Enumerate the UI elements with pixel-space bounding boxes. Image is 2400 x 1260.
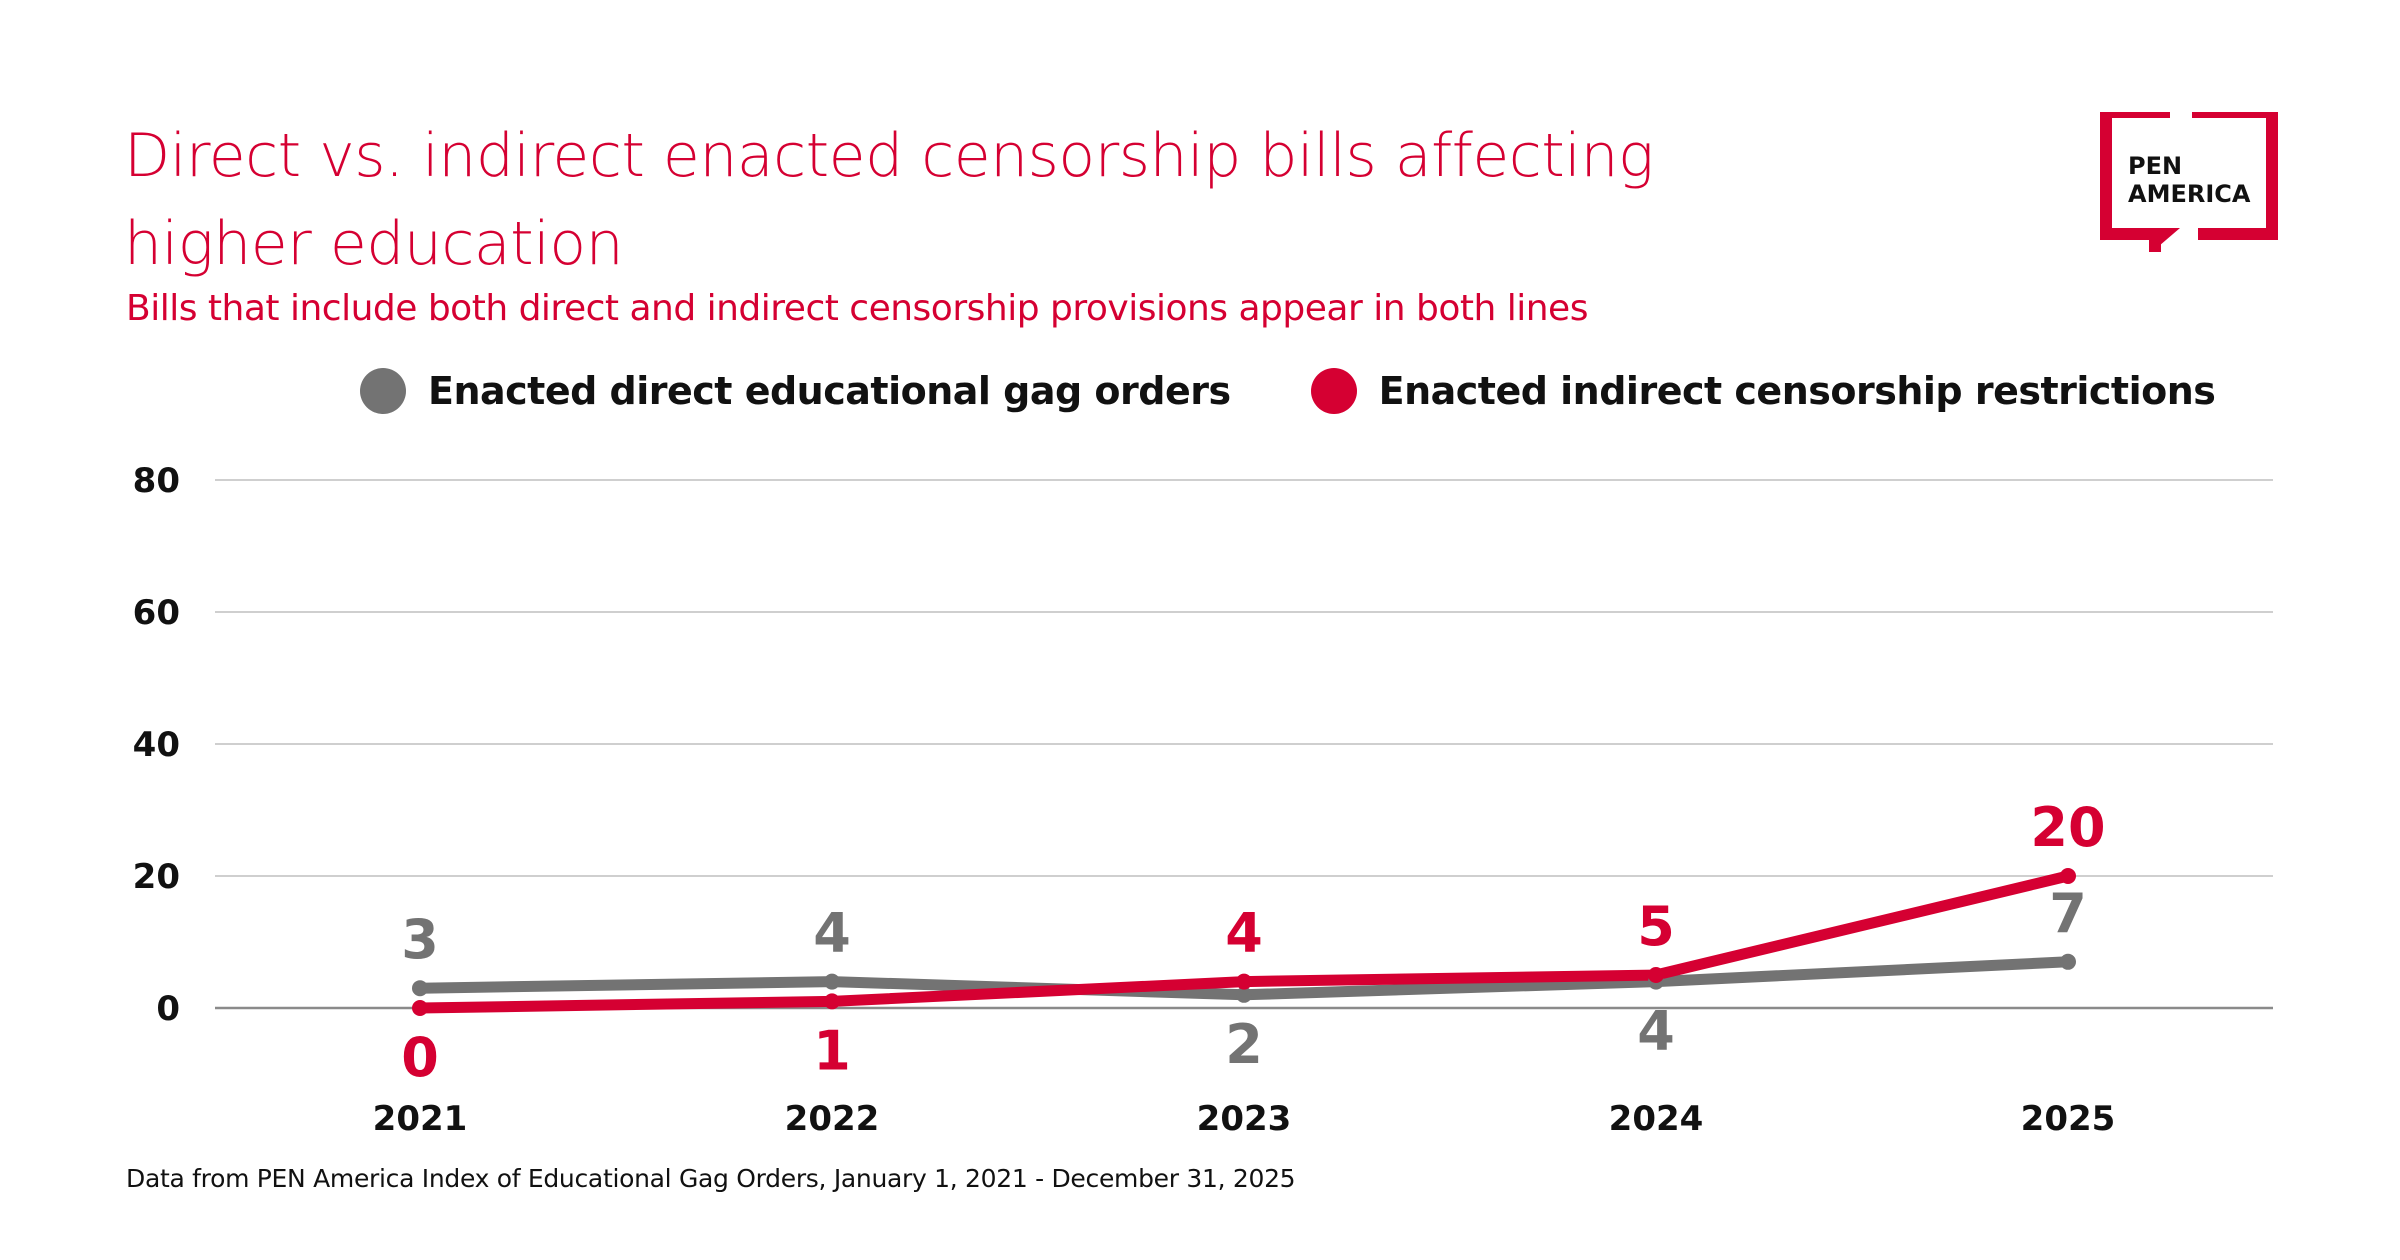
legend-item-indirect: Enacted indirect censorship restrictions <box>1310 368 2216 414</box>
data-labels: 3 4 2 4 7 0 1 4 5 20 <box>401 796 2105 1089</box>
data-label: 1 <box>813 1019 851 1082</box>
data-point <box>2060 953 2076 970</box>
data-point <box>1236 973 1252 990</box>
y-tick-label: 20 <box>133 857 180 897</box>
pen-america-logo: PEN AMERICA <box>2100 106 2280 256</box>
legend: Enacted direct educational gag orders En… <box>360 368 2295 414</box>
data-point <box>824 973 840 990</box>
data-label: 4 <box>1225 902 1263 965</box>
data-label: 3 <box>401 908 439 971</box>
x-tick-label: 2022 <box>785 1099 880 1139</box>
data-point <box>412 1000 428 1016</box>
data-point <box>1648 967 1664 983</box>
y-tick-label: 80 <box>133 461 180 501</box>
y-tick-label: 40 <box>133 725 180 765</box>
data-label: 4 <box>1637 1000 1675 1063</box>
data-label: 5 <box>1637 895 1675 958</box>
y-tick-label: 0 <box>156 989 180 1029</box>
data-label: 2 <box>1225 1013 1263 1076</box>
data-label: 4 <box>813 902 851 965</box>
legend-label-indirect: Enacted indirect censorship restrictions <box>1378 369 2216 413</box>
data-point <box>412 980 428 997</box>
y-tick-label: 60 <box>133 593 180 633</box>
y-axis-ticks: 0 20 40 60 80 <box>133 461 180 1029</box>
data-label: 20 <box>2030 796 2105 859</box>
speech-bubble-bracket-icon: PEN AMERICA <box>2100 106 2278 256</box>
data-label: 0 <box>401 1026 439 1089</box>
x-tick-label: 2021 <box>373 1099 468 1139</box>
logo-text-america: AMERICA <box>2128 180 2251 208</box>
data-point <box>824 993 840 1010</box>
legend-marker-direct <box>360 368 406 414</box>
legend-label-direct: Enacted direct educational gag orders <box>428 369 1231 413</box>
x-tick-label: 2024 <box>1609 1099 1704 1139</box>
chart-subtitle: Bills that include both direct and indir… <box>126 288 1588 329</box>
x-tick-label: 2025 <box>2021 1099 2116 1139</box>
data-point <box>2060 868 2076 884</box>
chart-title: Direct vs. indirect enacted censorship b… <box>124 121 1654 279</box>
legend-item-direct: Enacted direct educational gag orders <box>360 368 1231 414</box>
source-note: Data from PEN America Index of Education… <box>126 1164 1296 1193</box>
x-axis-ticks: 2021 2022 2023 2024 2025 <box>373 1099 2116 1139</box>
data-point <box>1236 986 1252 1003</box>
legend-marker-indirect <box>1310 368 1357 414</box>
x-tick-label: 2023 <box>1197 1099 1292 1139</box>
logo-text-pen: PEN <box>2128 152 2182 180</box>
series-points <box>412 868 2076 1016</box>
data-label: 7 <box>2049 882 2087 945</box>
